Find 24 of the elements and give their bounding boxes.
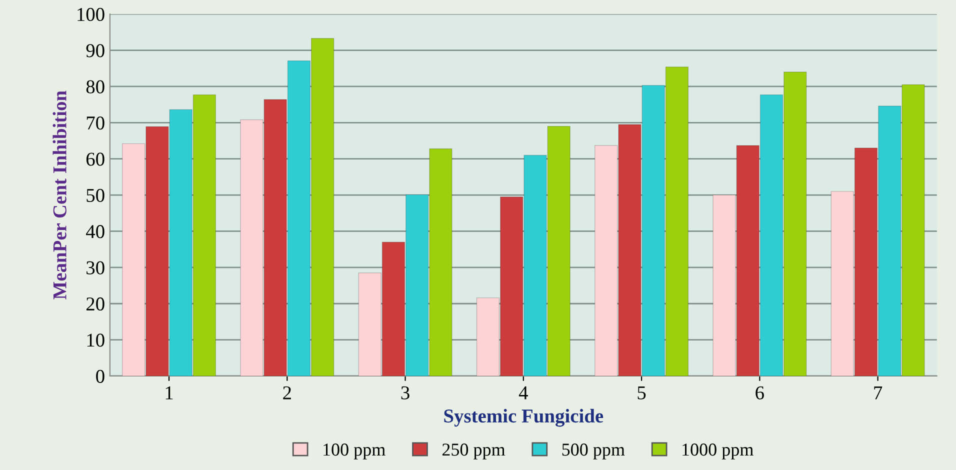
- y-tick-label: 10: [87, 334, 104, 347]
- x-tick-label: 3: [401, 386, 410, 400]
- x-tick-label: 7: [874, 386, 882, 400]
- y-tick-label: 80: [86, 80, 104, 94]
- y-tick-label: 70: [86, 116, 104, 130]
- y-tick-label: 90: [86, 44, 104, 58]
- y-tick-label: 60: [86, 152, 104, 166]
- y-tick-label: 50: [86, 188, 104, 202]
- legend-label: 250 ppm: [442, 444, 506, 460]
- y-tick-label: 30: [86, 261, 104, 274]
- x-tick-label: 5: [638, 386, 646, 400]
- x-axis-title: Systemic Fungicide: [444, 408, 604, 427]
- x-tick-label: 1: [166, 386, 173, 400]
- y-tick-label: 100: [78, 8, 104, 22]
- y-tick-label: 40: [86, 225, 104, 238]
- x-tick-label: 4: [518, 386, 528, 400]
- y-tick-label: 20: [86, 297, 104, 311]
- y-axis-title: MeanPer Cent Inhibition: [52, 90, 66, 300]
- legend-label: 1000 ppm: [682, 444, 754, 460]
- legend-label: 100 ppm: [324, 444, 386, 460]
- x-tick-label: 6: [756, 386, 764, 400]
- legend-label: 500 ppm: [562, 444, 625, 460]
- x-tick-label: 2: [283, 386, 291, 400]
- y-tick-label: 0: [96, 370, 104, 383]
